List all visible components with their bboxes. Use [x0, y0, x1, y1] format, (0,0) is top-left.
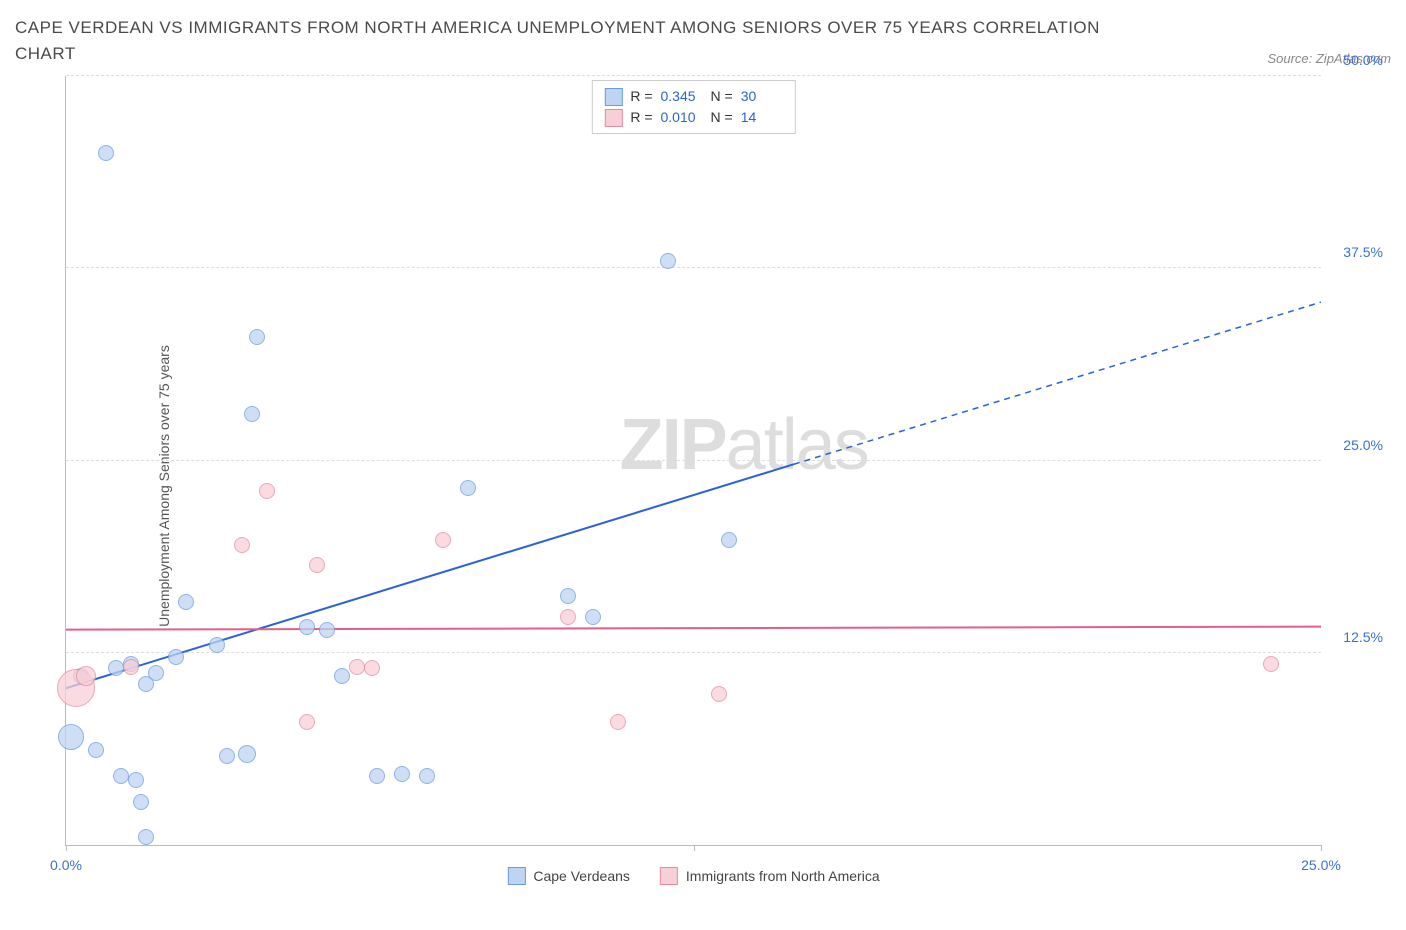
y-tick-label: 37.5% [1343, 244, 1383, 260]
data-point [585, 609, 601, 625]
data-point [1263, 656, 1279, 672]
data-point [369, 768, 385, 784]
data-point [394, 766, 410, 782]
data-point [133, 794, 149, 810]
x-tick [66, 845, 67, 851]
stat-label: N = [711, 107, 733, 128]
data-point [435, 532, 451, 548]
data-point [299, 619, 315, 635]
data-point [610, 714, 626, 730]
legend-label: Immigrants from North America [686, 868, 880, 884]
data-point [138, 829, 154, 845]
data-point [711, 686, 727, 702]
stats-legend: R = 0.345 N = 30 R = 0.010 N = 14 [591, 80, 795, 134]
data-point [560, 588, 576, 604]
legend-swatch [604, 109, 622, 127]
data-point [219, 748, 235, 764]
legend-item: Cape Verdeans [507, 867, 630, 885]
data-point [299, 714, 315, 730]
stat-value: 30 [741, 86, 783, 107]
chart-container: Unemployment Among Seniors over 75 years… [15, 76, 1391, 896]
x-tick [1321, 845, 1322, 851]
gridline [66, 267, 1321, 268]
legend-item: Immigrants from North America [660, 867, 880, 885]
data-point [309, 557, 325, 573]
stat-label: R = [630, 107, 652, 128]
legend-label: Cape Verdeans [533, 868, 630, 884]
chart-title: CAPE VERDEAN VS IMMIGRANTS FROM NORTH AM… [15, 15, 1115, 66]
gridline [66, 460, 1321, 461]
data-point [419, 768, 435, 784]
data-point [460, 480, 476, 496]
y-tick-label: 12.5% [1343, 629, 1383, 645]
stat-label: R = [630, 86, 652, 107]
legend-swatch [660, 867, 678, 885]
x-tick-label: 0.0% [50, 857, 82, 873]
data-point [88, 742, 104, 758]
data-point [364, 660, 380, 676]
data-point [113, 768, 129, 784]
x-tick [694, 845, 695, 851]
stats-legend-row: R = 0.010 N = 14 [604, 107, 782, 128]
series-legend: Cape Verdeans Immigrants from North Ameri… [507, 867, 879, 885]
data-point [560, 609, 576, 625]
data-point [128, 772, 144, 788]
data-point [238, 745, 256, 763]
data-point [209, 637, 225, 653]
data-point [234, 537, 250, 553]
data-point [249, 329, 265, 345]
data-point [178, 594, 194, 610]
stats-legend-row: R = 0.345 N = 30 [604, 86, 782, 107]
plot-area: ZIPatlas R =0.345N =30R =0.010N =14 Cape… [65, 76, 1321, 846]
gridline [66, 75, 1321, 76]
data-point [168, 649, 184, 665]
stat-value: 0.010 [661, 107, 703, 128]
data-point [98, 145, 114, 161]
data-point [721, 532, 737, 548]
y-tick-label: 25.0% [1343, 437, 1383, 453]
data-point [58, 724, 84, 750]
gridline [66, 652, 1321, 653]
y-tick-label: 50.0% [1343, 52, 1383, 68]
data-point [319, 622, 335, 638]
watermark: ZIPatlas [620, 404, 868, 486]
data-point [259, 483, 275, 499]
data-point [349, 659, 365, 675]
legend-swatch [604, 88, 622, 106]
data-point [244, 406, 260, 422]
chart-header: CAPE VERDEAN VS IMMIGRANTS FROM NORTH AM… [15, 15, 1391, 66]
stat-label: N = [711, 86, 733, 107]
data-point [76, 666, 96, 686]
stat-value: 14 [741, 107, 783, 128]
data-point [123, 659, 139, 675]
data-point [334, 668, 350, 684]
trend-lines [66, 76, 1321, 845]
data-point [660, 253, 676, 269]
data-point [108, 660, 124, 676]
data-point [148, 665, 164, 681]
x-tick-label: 25.0% [1301, 857, 1341, 873]
legend-swatch [507, 867, 525, 885]
stat-value: 0.345 [661, 86, 703, 107]
